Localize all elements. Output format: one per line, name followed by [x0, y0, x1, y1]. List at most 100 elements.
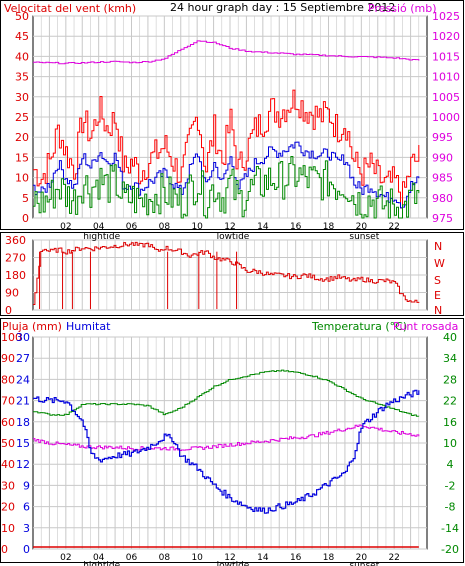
wind-x-tick-label: 16 [290, 222, 302, 232]
chart-title: 24 hour graph day : 15 Septiembre 2012 [170, 1, 395, 14]
compass-letter-n-top: N [434, 240, 442, 253]
wind-x-tick-label: 22 [388, 222, 399, 232]
direction-tick-label: 0 [5, 304, 12, 317]
wind-tick-label: 30 [15, 91, 29, 104]
rain-tick-label: 80 [1, 373, 15, 386]
dewpoint-line [33, 424, 420, 451]
temperature-tick-label: 28 [443, 373, 457, 386]
wind-x-tick-label: 14 [257, 222, 269, 232]
compass-letter-n-bottom: N [434, 304, 442, 317]
wind-tick-label: 35 [15, 71, 29, 84]
wind-x-event-label: lowtide [217, 232, 250, 242]
wind-x-tick-label: 20 [356, 222, 368, 232]
pressure-tick-label: 1000 [432, 111, 460, 124]
temperature-tick-label: 22 [443, 395, 457, 408]
pressure-axis-title: Pressió (mb) [368, 2, 437, 15]
rain-tick-label: 70 [1, 395, 15, 408]
rain-tick-label: 100 [1, 331, 22, 344]
humidity-x-tick-label: 22 [388, 553, 399, 563]
humidity-x-event-label: hightide [83, 561, 120, 566]
humidity-axis-title: Humitat [66, 320, 111, 333]
humidity-tick-label: 9 [23, 479, 30, 492]
wind-tick-label: 5 [22, 192, 29, 205]
humidity-x-tick-label: 02 [60, 553, 71, 563]
humidity-tick-label: 18 [16, 416, 30, 429]
rain-tick-label: 10 [1, 522, 15, 535]
temperature-tick-label: 16 [443, 416, 457, 429]
pressure-line [33, 40, 420, 65]
axis-labels: 0510152025303540455097598098599099510001… [1, 10, 460, 566]
wind-average-line [33, 141, 420, 209]
temperature-tick-label: -8 [445, 501, 456, 514]
rain-tick-label: 50 [1, 437, 15, 450]
dewpoint-axis-title: Punt rosada [393, 320, 458, 333]
wind-x-tick-label: 12 [224, 222, 235, 232]
humidity-tick-label: 21 [16, 395, 30, 408]
pressure-tick-label: 975 [432, 212, 453, 225]
humidity-panel-frame [0, 318, 464, 563]
data-series [33, 40, 420, 548]
wind-gust-line [33, 89, 420, 209]
pressure-tick-label: 980 [432, 192, 453, 205]
humidity-x-event-label: lowtide [217, 561, 250, 566]
wind-tick-label: 40 [15, 50, 29, 63]
direction-tick-label: 270 [5, 252, 26, 265]
humidity-x-tick-label: 06 [126, 553, 138, 563]
humidity-tick-label: 24 [16, 373, 30, 386]
humidity-tick-label: 3 [23, 522, 30, 535]
humidity-tick-label: 6 [23, 501, 30, 514]
rain-tick-label: 90 [1, 352, 15, 365]
temperature-tick-label: -20 [441, 543, 459, 556]
pressure-tick-label: 995 [432, 131, 453, 144]
wind-x-tick-label: 10 [191, 222, 203, 232]
wind-x-event-label: hightide [83, 232, 120, 242]
wind-tick-label: 45 [15, 30, 29, 43]
wind-tick-label: 0 [22, 212, 29, 225]
humidity-line [33, 389, 420, 514]
humidity-x-event-label: sunset [349, 561, 379, 566]
pressure-tick-label: 1020 [432, 30, 460, 43]
wind-tick-label: 25 [15, 111, 29, 124]
temperature-tick-label: 4 [447, 458, 454, 471]
temperature-tick-label: -14 [441, 522, 459, 535]
temperature-tick-label: 10 [443, 437, 457, 450]
compass-letter-e: E [434, 289, 441, 302]
compass-letter-s: S [434, 274, 441, 287]
wind-x-tick-label: 02 [60, 222, 71, 232]
humidity-tick-label: 27 [16, 352, 30, 365]
direction-line [33, 241, 420, 305]
wind-tick-label: 20 [15, 131, 29, 144]
humidity-x-tick-label: 12 [224, 553, 235, 563]
humidity-x-tick-label: 08 [159, 553, 171, 563]
temperature-tick-label: 34 [443, 352, 457, 365]
wind-tick-label: 15 [15, 151, 29, 164]
humidity-x-tick-label: 20 [356, 553, 368, 563]
wind-min-line [33, 156, 420, 219]
wind-x-event-label: sunset [349, 232, 379, 242]
rain-axis-title: Pluja (mm) [2, 320, 62, 333]
humidity-x-tick-label: 16 [290, 553, 302, 563]
direction-tick-label: 180 [5, 269, 26, 282]
wind-x-tick-label: 08 [159, 222, 171, 232]
direction-tick-label: 360 [5, 234, 26, 247]
temperature-tick-label: 40 [443, 331, 457, 344]
wind-x-tick-label: 18 [323, 222, 335, 232]
rain-tick-label: 30 [1, 479, 15, 492]
wind-x-tick-label: 06 [126, 222, 138, 232]
direction-tick-label: 90 [5, 287, 19, 300]
wind-tick-label: 10 [15, 172, 29, 185]
pressure-tick-label: 985 [432, 172, 453, 185]
humidity-tick-label: 0 [23, 543, 30, 556]
wind-panel-frame [0, 0, 464, 230]
direction-panel-frame [0, 232, 464, 316]
temperature-line [33, 369, 420, 417]
humidity-x-tick-label: 10 [191, 553, 203, 563]
pressure-tick-label: 990 [432, 151, 453, 164]
wind-axis-title: Velocitat del vent (kmh) [4, 2, 136, 15]
humidity-tick-label: 15 [16, 437, 30, 450]
temperature-tick-label: -2 [445, 479, 456, 492]
compass-letter-w: W [434, 257, 445, 270]
humidity-tick-label: 30 [16, 331, 30, 344]
humidity-x-tick-label: 04 [93, 553, 105, 563]
